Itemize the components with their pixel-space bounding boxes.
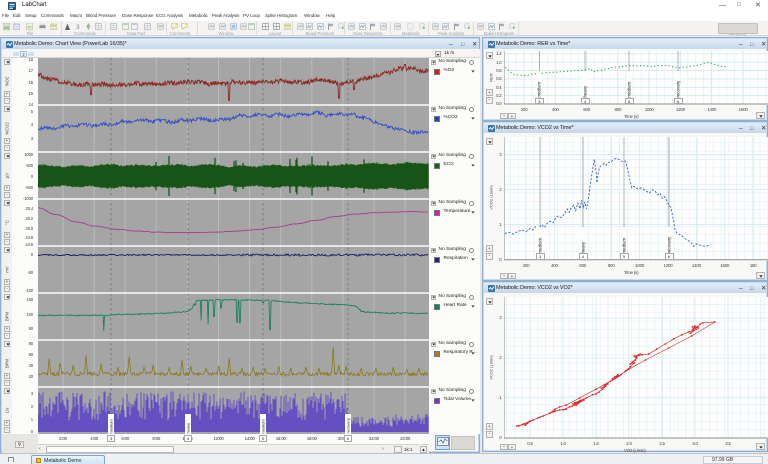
svg-text:medium: medium	[626, 82, 631, 98]
svg-text:heavy: heavy	[580, 241, 585, 254]
svg-text:medium: medium	[261, 419, 266, 434]
svg-text:medium: medium	[537, 82, 542, 98]
svg-text:recovery: recovery	[675, 80, 680, 98]
svg-text:heavy: heavy	[582, 85, 587, 98]
svg-text:heavy: heavy	[186, 423, 191, 434]
svg-text:recovery: recovery	[346, 418, 351, 433]
svg-text:medium: medium	[537, 237, 542, 253]
svg-text:medium: medium	[621, 237, 626, 253]
svg-text:recovery: recovery	[666, 236, 671, 254]
svg-text:3: 3	[76, 24, 80, 31]
svg-text:medium: medium	[109, 419, 114, 434]
